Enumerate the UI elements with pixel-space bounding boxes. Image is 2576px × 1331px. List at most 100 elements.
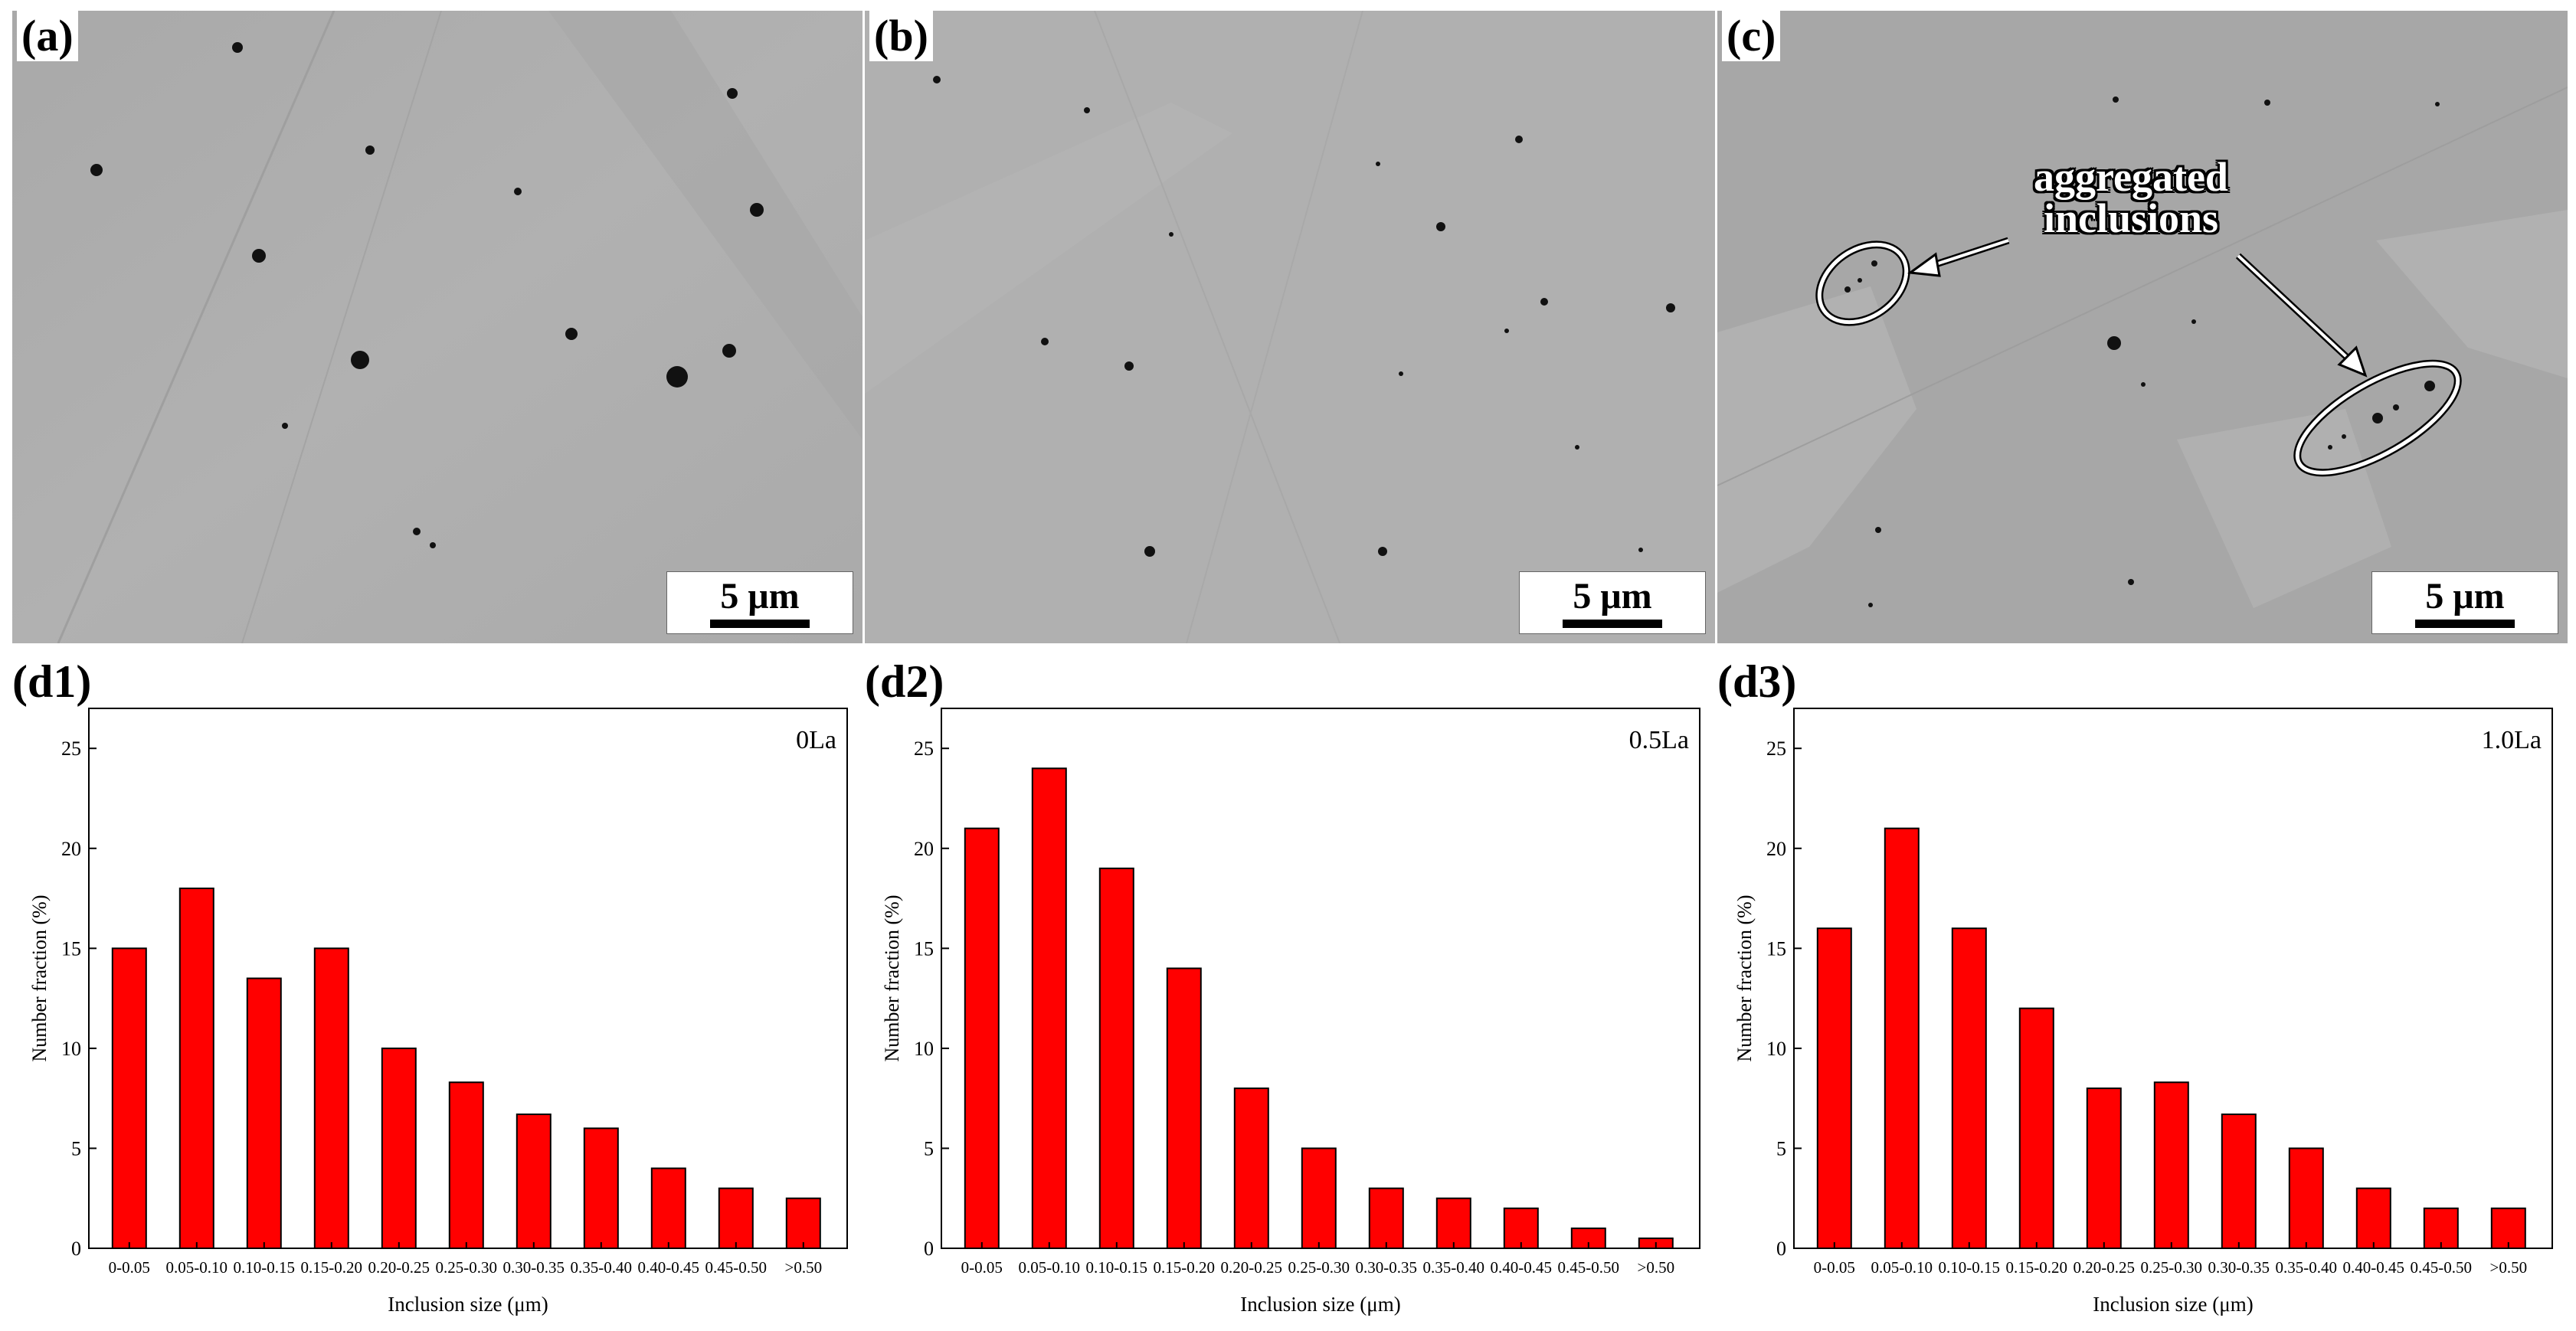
bar xyxy=(1884,827,1920,1249)
x-tick-label: 0.30-0.35 xyxy=(503,1258,565,1277)
x-tick-label: 0.45-0.50 xyxy=(705,1258,768,1277)
x-tick-label: 0.40-0.45 xyxy=(638,1258,700,1277)
y-tick-label: 5 xyxy=(1776,1137,1786,1159)
y-tick-label: 15 xyxy=(914,937,934,960)
x-axis-label: Inclusion size (μm) xyxy=(388,1293,548,1316)
x-tick-label: 0.35-0.40 xyxy=(571,1258,633,1277)
chart-panel-label-d1: (d1) xyxy=(12,656,92,707)
scale-bar-b xyxy=(1563,620,1662,628)
series-label: 0La xyxy=(796,726,836,754)
x-tick-label: 0-0.05 xyxy=(1814,1258,1855,1277)
x-tick-label: 0.10-0.15 xyxy=(1086,1258,1148,1277)
bar xyxy=(313,947,349,1249)
chart-panel-label-d3: (d3) xyxy=(1717,656,1797,707)
x-tick-label: 0.20-0.25 xyxy=(368,1258,430,1277)
chart-panel-d2: (d2) 0 5 10 15 20 25 0-0.05 0.05-0.10 0.10-0.15 0… xyxy=(865,659,1715,1327)
x-tick-label: 0.25-0.30 xyxy=(1288,1258,1350,1277)
y-axis-label: Number fraction (%) xyxy=(881,894,903,1061)
bar xyxy=(718,1187,754,1250)
bar xyxy=(1301,1147,1337,1250)
annotation-line-2: inclusions xyxy=(2043,195,2219,241)
y-tick-label: 0 xyxy=(1776,1238,1786,1260)
y-tick-label: 20 xyxy=(61,838,81,860)
x-tick-label: >0.50 xyxy=(1638,1258,1675,1277)
y-tick-label: 10 xyxy=(61,1038,81,1060)
annotation-aggregated-inclusions: aggregated inclusions xyxy=(1970,156,2292,239)
x-tick-label: 0.25-0.30 xyxy=(2141,1258,2203,1277)
x-tick-label: 0.20-0.25 xyxy=(2074,1258,2136,1277)
y-tick-label: 0 xyxy=(924,1238,934,1260)
x-tick-label: 0-0.05 xyxy=(109,1258,150,1277)
bar xyxy=(2490,1207,2526,1249)
x-tick-label: 0.35-0.40 xyxy=(1423,1258,1485,1277)
micrograph-b: (b) 5 μm xyxy=(865,11,1715,643)
micrograph-a: (a) 5 μm xyxy=(12,11,862,643)
bar xyxy=(1816,927,1852,1249)
panel-label-c: (c) xyxy=(1722,11,1781,61)
bar xyxy=(2018,1007,2054,1249)
chart-d3: 0 5 10 15 20 25 0-0.05 0.05-0.10 0.10-0.15 0.15-0… xyxy=(1733,708,2553,1316)
micrograph-b-image xyxy=(865,11,1715,643)
bar xyxy=(111,947,147,1249)
bar xyxy=(2288,1147,2324,1250)
bar xyxy=(448,1081,484,1249)
bar xyxy=(1031,767,1067,1250)
bar xyxy=(2355,1187,2391,1250)
bar xyxy=(178,888,214,1249)
bar xyxy=(2153,1081,2189,1249)
y-tick-label: 0 xyxy=(71,1238,81,1260)
panel-label-a: (a) xyxy=(17,11,78,61)
scale-bar-c xyxy=(2415,620,2515,628)
bar xyxy=(1166,967,1202,1249)
y-axis-label: Number fraction (%) xyxy=(28,894,51,1061)
x-tick-label: 0.05-0.10 xyxy=(166,1258,228,1277)
panel-label-b: (b) xyxy=(869,11,933,61)
x-tick-label: 0.35-0.40 xyxy=(2276,1258,2338,1277)
x-tick-label: 0.45-0.50 xyxy=(2411,1258,2473,1277)
y-tick-label: 25 xyxy=(61,737,81,760)
x-tick-label: 0-0.05 xyxy=(961,1258,1003,1277)
bar xyxy=(2221,1114,2257,1249)
micrograph-c: (c) aggregated inclusions 5 μm xyxy=(1717,11,2568,643)
x-tick-label: 0.30-0.35 xyxy=(2208,1258,2270,1277)
scale-box-b: 5 μm xyxy=(1519,571,1706,634)
bar xyxy=(381,1047,417,1249)
micrograph-a-image xyxy=(12,11,862,643)
x-tick-label: 0.20-0.25 xyxy=(1221,1258,1283,1277)
bar xyxy=(1951,927,1987,1249)
series-label: 0.5La xyxy=(1629,726,1689,754)
x-tick-label: >0.50 xyxy=(785,1258,823,1277)
chart-d1: 0 5 10 15 20 25 0-0.05 0.05-0.10 0.10-0.15 0.15-0… xyxy=(28,708,848,1316)
bar xyxy=(516,1114,552,1249)
y-tick-label: 25 xyxy=(914,737,934,760)
x-tick-label: 0.15-0.20 xyxy=(1154,1258,1216,1277)
bar xyxy=(1435,1197,1471,1250)
y-axis-label: Number fraction (%) xyxy=(1733,894,1756,1061)
scale-label-a: 5 μm xyxy=(720,576,800,616)
scale-label-b: 5 μm xyxy=(1573,576,1652,616)
x-tick-label: 0.45-0.50 xyxy=(1558,1258,1619,1277)
bar xyxy=(583,1127,619,1249)
y-tick-label: 25 xyxy=(1766,737,1786,760)
x-tick-label: 0.40-0.45 xyxy=(1491,1258,1553,1277)
bar xyxy=(1233,1087,1269,1249)
x-axis-label: Inclusion size (μm) xyxy=(1240,1293,1400,1316)
annotation-line-1: aggregated xyxy=(2034,154,2228,200)
x-tick-label: 0.05-0.10 xyxy=(1871,1258,1933,1277)
bar xyxy=(650,1167,686,1249)
chart-panel-label-d2: (d2) xyxy=(865,656,944,707)
micrograph-c-image xyxy=(1717,11,2568,643)
bar xyxy=(246,977,282,1249)
x-tick-label: 0.10-0.15 xyxy=(1939,1258,2001,1277)
scale-bar-a xyxy=(710,620,810,628)
bar xyxy=(1368,1187,1404,1250)
bar xyxy=(2423,1207,2459,1249)
bar xyxy=(785,1197,821,1250)
chart-panel-d1: (d1) 0 5 10 15 20 25 0-0.05 0.05-0.10 0.10-0.15 0… xyxy=(12,659,862,1327)
y-tick-label: 5 xyxy=(71,1137,81,1159)
x-tick-label: >0.50 xyxy=(2490,1258,2528,1277)
chart-panel-d3: (d3) 0 5 10 15 20 25 0-0.05 0.05-0.10 0.10-0.15 0… xyxy=(1717,659,2568,1327)
scale-box-a: 5 μm xyxy=(666,571,853,634)
bar xyxy=(2086,1087,2122,1249)
series-label: 1.0La xyxy=(2482,726,2542,754)
